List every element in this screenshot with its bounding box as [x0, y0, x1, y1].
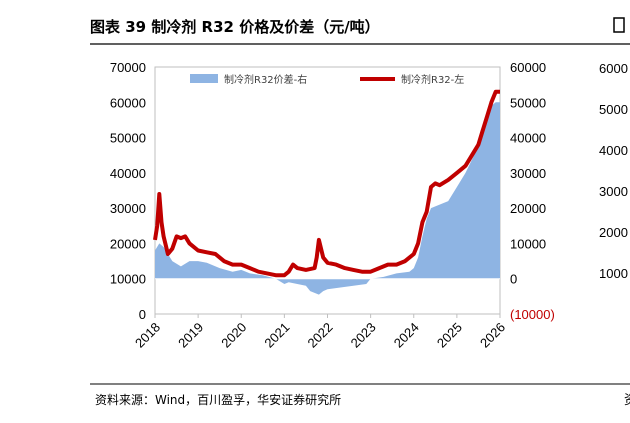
- left-tick-label: 20000: [110, 236, 146, 251]
- left-tick-label: 10000: [110, 272, 146, 287]
- right-tick-label: 20000: [510, 201, 546, 216]
- price-line-layer: [153, 89, 500, 278]
- second-chart-tick-label: 6000: [599, 61, 628, 76]
- second-chart-tick-label: 2000: [599, 225, 628, 240]
- second-chart-tick-label: 1000: [599, 266, 628, 281]
- x-tick-label: 2022: [305, 320, 336, 351]
- right-tick-label: 30000: [510, 166, 546, 181]
- left-tick-label: 50000: [110, 131, 146, 146]
- legend-swatch-spread: [190, 74, 218, 83]
- x-tick-label: 2026: [477, 320, 508, 351]
- x-tick-label: 2019: [175, 320, 206, 351]
- legend-label-spread: 制冷剂R32价差-右: [224, 73, 307, 86]
- left-tick-label: 70000: [110, 60, 146, 75]
- second-chart-tick-label: 3000: [599, 184, 628, 199]
- right-tick-label: (10000): [510, 307, 555, 322]
- x-tick-label: 2025: [434, 320, 465, 351]
- legend-label-price: 制冷剂R32-左: [401, 73, 464, 86]
- x-tick-label: 2024: [391, 320, 422, 351]
- x-tick-label: 2023: [348, 320, 379, 351]
- second-source-fragment: 资: [624, 392, 630, 407]
- left-tick-label: 60000: [110, 95, 146, 110]
- spread-area-layer: [155, 102, 500, 295]
- right-axis: (10000) 0 10000 20000 30000 40000 50000 60000: [510, 60, 555, 322]
- right-tick-label: 60000: [510, 60, 546, 75]
- second-chart-tick-label: 5000: [599, 102, 628, 117]
- x-tick-label: 2020: [218, 320, 249, 351]
- right-tick-label: 50000: [510, 95, 546, 110]
- x-axis: 2018 2019 2020 2021 2022 2023 2024 2025 2026: [132, 314, 508, 351]
- left-tick-label: 30000: [110, 201, 146, 216]
- chart-title: 图表 39 制冷剂 R32 价格及价差（元/吨）: [90, 18, 380, 36]
- source-note: 资料来源：Wind，百川盈孚，华安证券研究所: [95, 392, 341, 407]
- spread-area: [155, 102, 500, 295]
- left-tick-label: 40000: [110, 166, 146, 181]
- right-tick-label: 10000: [510, 236, 546, 251]
- x-tick-label: 2018: [132, 320, 163, 351]
- second-chart-tick-label: 4000: [599, 143, 628, 158]
- left-tick-label: 0: [139, 307, 146, 322]
- second-chart-fragment: 6000 5000 4000 3000 2000 1000: [599, 61, 628, 281]
- x-tick-label: 2021: [261, 320, 292, 351]
- second-panel-title-fragment: [613, 17, 625, 33]
- right-tick-label: 40000: [510, 131, 546, 146]
- price-line: [153, 89, 500, 278]
- left-axis: 0 10000 20000 30000 40000 50000 60000 70000: [110, 60, 146, 322]
- right-tick-label: 0: [510, 272, 517, 287]
- legend: 制冷剂R32价差-右 制冷剂R32-左: [190, 73, 464, 86]
